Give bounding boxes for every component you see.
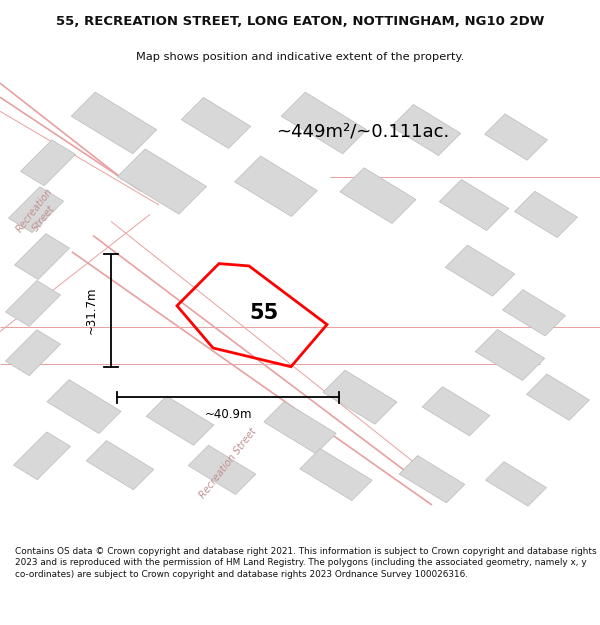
Text: 55: 55 — [250, 302, 278, 322]
Text: Recreation
Street: Recreation Street — [14, 187, 64, 242]
Bar — [5, 281, 61, 326]
Bar — [485, 462, 547, 506]
Bar — [47, 379, 121, 434]
Bar — [86, 441, 154, 490]
Bar — [8, 187, 64, 232]
Bar — [146, 396, 214, 445]
Text: ~31.7m: ~31.7m — [85, 287, 98, 334]
Text: Map shows position and indicative extent of the property.: Map shows position and indicative extent… — [136, 52, 464, 62]
Bar — [399, 456, 465, 503]
Bar — [14, 432, 70, 479]
Bar — [20, 140, 76, 186]
Text: 55, RECREATION STREET, LONG EATON, NOTTINGHAM, NG10 2DW: 55, RECREATION STREET, LONG EATON, NOTTI… — [56, 15, 544, 28]
Bar — [181, 98, 251, 149]
Bar — [235, 156, 317, 216]
Bar — [14, 234, 70, 279]
Bar — [71, 92, 157, 154]
Bar — [503, 289, 565, 336]
Bar — [475, 329, 545, 381]
Text: ~40.9m: ~40.9m — [204, 408, 252, 421]
Bar — [485, 114, 547, 160]
Bar — [340, 168, 416, 224]
Bar — [264, 402, 336, 454]
Text: Contains OS data © Crown copyright and database right 2021. This information is : Contains OS data © Crown copyright and d… — [15, 547, 596, 579]
Bar — [439, 179, 509, 231]
Text: Recreation Street: Recreation Street — [197, 426, 259, 500]
Bar — [391, 104, 461, 156]
Bar — [118, 149, 206, 214]
Bar — [422, 387, 490, 436]
Bar — [445, 245, 515, 296]
Bar — [515, 191, 577, 238]
Bar — [323, 370, 397, 424]
Bar — [188, 445, 256, 494]
Bar — [281, 92, 367, 154]
Bar — [300, 449, 372, 501]
Bar — [527, 374, 589, 421]
Text: ~449m²/~0.111ac.: ~449m²/~0.111ac. — [276, 123, 449, 141]
Bar — [5, 330, 61, 376]
